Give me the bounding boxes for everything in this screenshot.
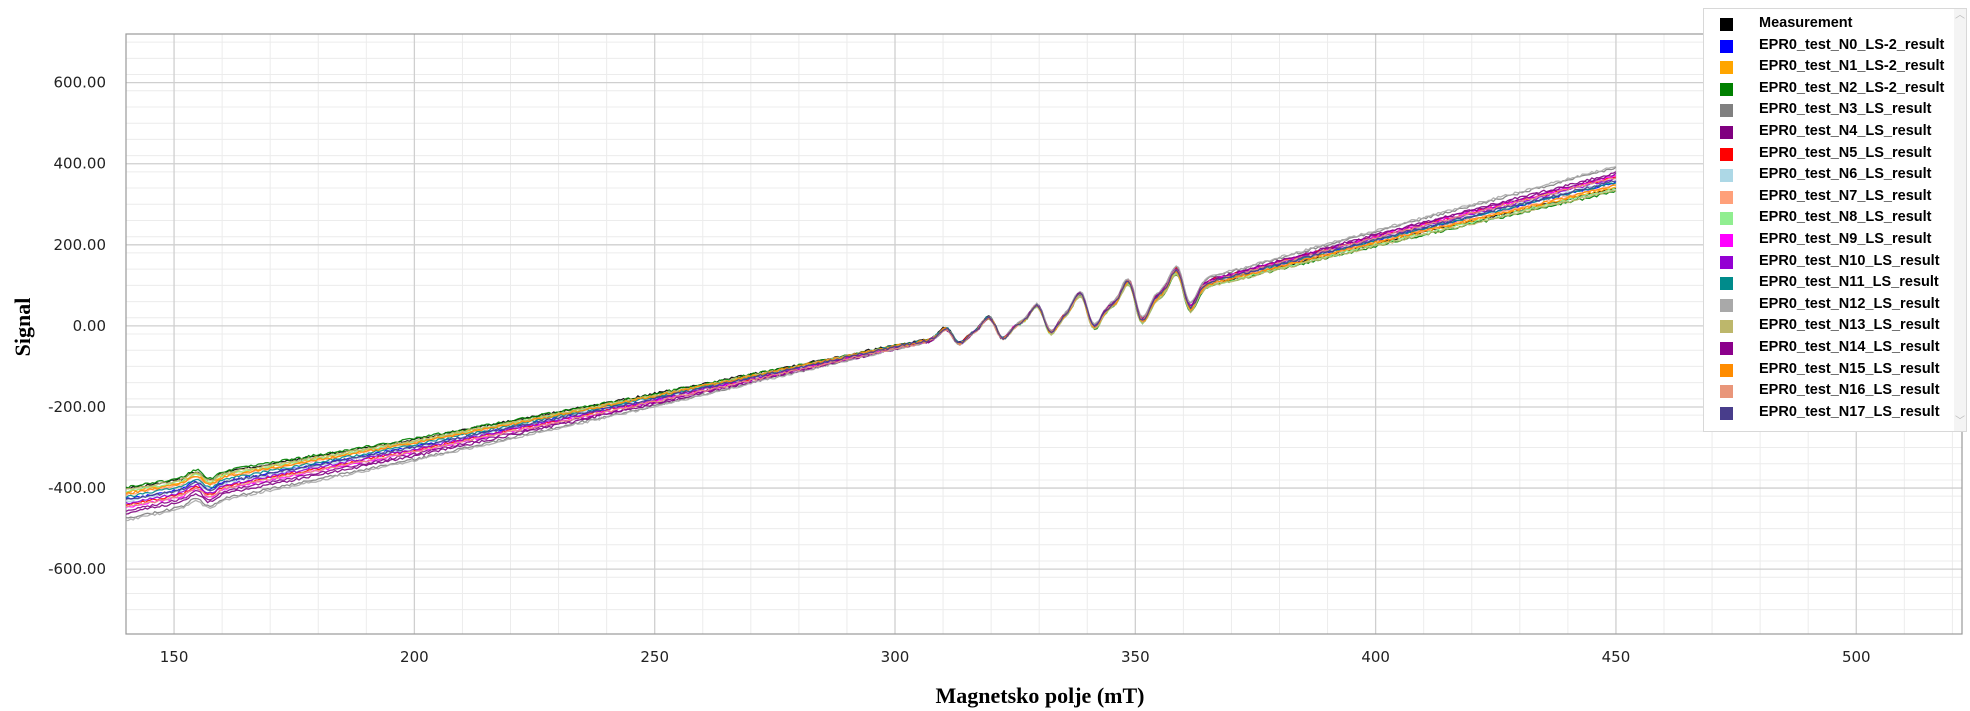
legend-label: EPR0_test_N14_LS_result	[1759, 339, 1940, 355]
legend-scrollbar[interactable]: ︿ ﹀	[1954, 9, 1966, 431]
legend-swatch	[1720, 255, 1733, 269]
x-axis-title: Magnetsko polje (mT)	[936, 683, 1145, 708]
legend-item[interactable]: EPR0_test_N9_LS_result	[1704, 230, 1954, 252]
legend-swatch	[1720, 147, 1733, 161]
series-lines	[125, 165, 1617, 522]
legend-label: Measurement	[1759, 15, 1853, 31]
legend-item[interactable]: EPR0_test_N10_LS_result	[1704, 252, 1954, 274]
legend-item[interactable]: EPR0_test_N15_LS_result	[1704, 360, 1954, 382]
legend-swatch	[1720, 298, 1733, 312]
legend-item[interactable]: EPR0_test_N13_LS_result	[1704, 316, 1954, 338]
minor-gridlines	[125, 34, 1962, 634]
legend-label: EPR0_test_N2_LS-2_result	[1759, 79, 1945, 96]
legend-item[interactable]: EPR0_test_N8_LS_result	[1704, 208, 1954, 230]
x-tick-label: 350	[1121, 648, 1150, 666]
legend-item[interactable]: EPR0_test_N12_LS_result	[1704, 295, 1954, 317]
legend-label: EPR0_test_N15_LS_result	[1759, 360, 1940, 377]
series-line	[125, 180, 1617, 500]
legend-swatch	[1720, 320, 1733, 334]
y-tick-label: -400.00	[48, 479, 106, 497]
x-tick-label: 200	[400, 648, 429, 666]
legend-label: EPR0_test_N7_LS_result	[1759, 187, 1932, 204]
legend-item[interactable]: EPR0_test_N0_LS-2_result	[1704, 36, 1954, 58]
legend-label: EPR0_test_N13_LS_result	[1759, 317, 1940, 334]
x-tick-label: 450	[1602, 648, 1631, 666]
scroll-up-icon[interactable]: ︿	[1955, 10, 1965, 21]
series-line	[126, 177, 1617, 508]
legend-label: EPR0_test_N16_LS_result	[1759, 382, 1940, 399]
legend-swatch	[1720, 18, 1733, 31]
x-tick-label: 300	[881, 648, 910, 666]
y-tick-label: 200.00	[54, 236, 107, 254]
y-tick-label: -600.00	[48, 560, 106, 578]
scroll-down-icon[interactable]: ﹀	[1955, 416, 1965, 427]
legend-label: EPR0_test_N4_LS_result	[1759, 123, 1932, 139]
legend-item[interactable]: EPR0_test_N1_LS-2_result	[1704, 57, 1954, 79]
y-axis-title: Signal	[10, 298, 35, 357]
legend-label: EPR0_test_N0_LS-2_result	[1759, 36, 1945, 53]
legend-label: EPR0_test_N3_LS_result	[1759, 101, 1932, 118]
series-line	[125, 184, 1616, 495]
legend-label: EPR0_test_N10_LS_result	[1759, 252, 1940, 269]
legend-label: EPR0_test_N5_LS_result	[1759, 144, 1932, 161]
y-tick-label: 400.00	[54, 155, 107, 173]
legend-swatch	[1720, 126, 1733, 139]
y-axis-ticks: -600.00 -400.00 -200.00 0.00 200.00 400.00 600…	[48, 74, 106, 578]
legend-label: EPR0_test_N1_LS-2_result	[1759, 58, 1945, 75]
legend-label: EPR0_test_N11_LS_result	[1759, 274, 1939, 291]
legend-swatch	[1720, 212, 1733, 226]
legend-swatch	[1720, 190, 1733, 204]
x-axis-ticks: 150 200 250 300 350 400 450 500	[160, 648, 1871, 666]
legend-swatch	[1720, 342, 1733, 355]
legend-swatch	[1720, 406, 1733, 420]
legend-item[interactable]: EPR0_test_N5_LS_result	[1704, 144, 1954, 166]
legend-item[interactable]: Measurement	[1704, 14, 1954, 36]
legend-label: EPR0_test_N9_LS_result	[1759, 231, 1932, 247]
y-tick-label: -200.00	[48, 398, 106, 416]
series-line	[125, 182, 1617, 499]
legend-item[interactable]: EPR0_test_N6_LS_result	[1704, 165, 1954, 187]
legend-swatch	[1720, 82, 1733, 96]
legend-item[interactable]: EPR0_test_N4_LS_result	[1704, 122, 1954, 144]
x-tick-label: 150	[160, 648, 189, 666]
legend-item[interactable]: EPR0_test_N17_LS_result	[1704, 403, 1954, 425]
legend-label: EPR0_test_N12_LS_result	[1759, 295, 1940, 312]
legend-item[interactable]: EPR0_test_N2_LS-2_result	[1704, 79, 1954, 101]
legend-swatch	[1720, 277, 1733, 291]
legend-swatch	[1720, 363, 1733, 377]
y-tick-label: 600.00	[54, 74, 107, 92]
legend-item[interactable]: EPR0_test_N11_LS_result	[1704, 273, 1954, 295]
legend-item[interactable]: EPR0_test_N7_LS_result	[1704, 187, 1954, 209]
legend-swatch	[1720, 61, 1733, 75]
legend-label: EPR0_test_N8_LS_result	[1759, 209, 1932, 226]
x-tick-label: 250	[640, 648, 669, 666]
legend-swatch	[1720, 39, 1733, 53]
legend-swatch	[1720, 169, 1733, 183]
y-tick-label: 0.00	[73, 317, 106, 335]
legend-swatch	[1720, 234, 1733, 247]
legend-swatch	[1720, 385, 1733, 399]
legend: Measurement EPR0_test_N0_LS-2_result EPR0_…	[1703, 8, 1967, 432]
x-tick-label: 400	[1361, 648, 1390, 666]
legend-item[interactable]: EPR0_test_N16_LS_result	[1704, 381, 1954, 403]
x-tick-label: 500	[1842, 648, 1871, 666]
legend-item[interactable]: EPR0_test_N14_LS_result	[1704, 338, 1954, 360]
series-line	[125, 165, 1617, 522]
legend-item[interactable]: EPR0_test_N3_LS_result	[1704, 100, 1954, 122]
legend-swatch	[1720, 104, 1733, 118]
legend-label: EPR0_test_N6_LS_result	[1759, 166, 1932, 183]
legend-label: EPR0_test_N17_LS_result	[1759, 403, 1940, 420]
